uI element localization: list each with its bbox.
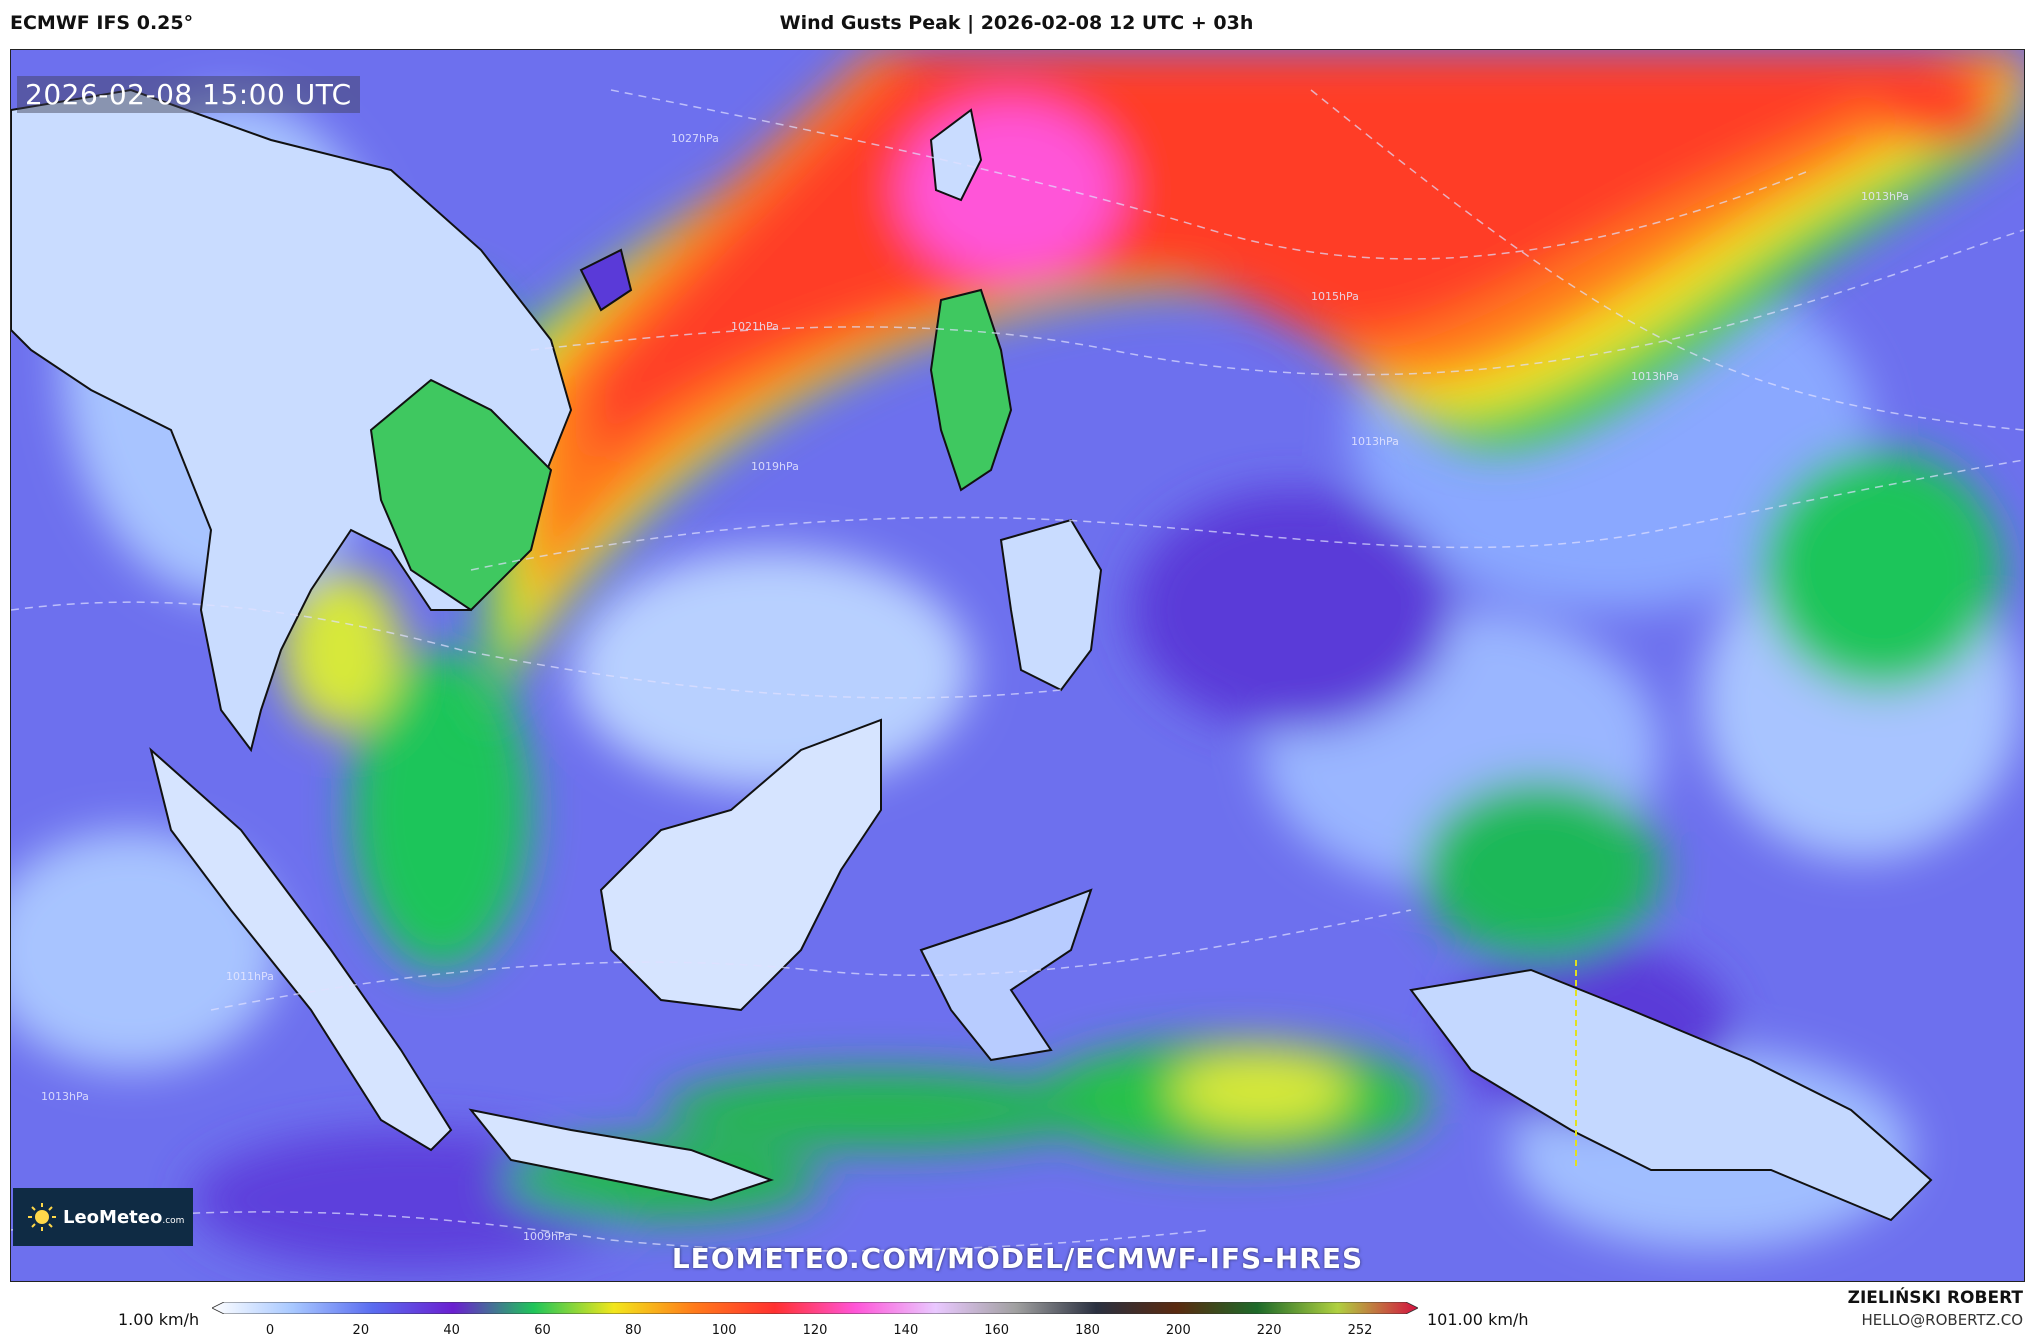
- logo-text: LeoMeteo.com: [63, 1206, 185, 1228]
- colorbar-tick: 200: [1165, 1323, 1191, 1338]
- colorbar: [212, 1302, 1418, 1314]
- pressure-label: 1021hPa: [731, 320, 779, 333]
- author-block: ZIELIŃSKI ROBERT HELLO@ROBERTZ.CO: [1848, 1288, 2023, 1329]
- map-canvas: 1027hPa 1021hPa 1019hPa 1015hPa 1013hPa …: [11, 50, 2024, 1281]
- model-name: ECMWF IFS 0.25°: [10, 12, 194, 34]
- author-email[interactable]: HELLO@ROBERTZ.CO: [1861, 1311, 2023, 1329]
- colorbar-min-label: 1.00 km/h: [118, 1310, 200, 1329]
- colorbar-tick: 220: [1256, 1323, 1282, 1338]
- colorbar-tick: 252: [1347, 1323, 1373, 1338]
- colorbar-tick: 100: [711, 1323, 737, 1338]
- pressure-label: 1013hPa: [1631, 370, 1679, 383]
- colorbar-max-label: 101.00 km/h: [1427, 1310, 1529, 1329]
- pressure-label: 1013hPa: [1351, 435, 1399, 448]
- colorbar-tick: 20: [352, 1323, 370, 1338]
- colorbar-tick: 140: [893, 1323, 919, 1338]
- colorbar-tick: 40: [443, 1323, 460, 1338]
- pressure-label: 1013hPa: [1861, 190, 1909, 203]
- colorbar-tick: 60: [534, 1323, 551, 1338]
- colorbar-tick: 0: [265, 1323, 275, 1338]
- pressure-label: 1013hPa: [41, 1090, 89, 1103]
- map-title: Wind Gusts Peak | 2026-02-08 12 UTC + 03…: [779, 12, 1254, 34]
- colorbar-tick: 160: [984, 1323, 1010, 1338]
- source-watermark: LEOMETEO.COM/MODEL/ECMWF-IFS-HRES: [671, 1242, 1364, 1275]
- colorbar-tick: 120: [802, 1323, 828, 1338]
- pressure-labels: 1027hPa 1021hPa 1019hPa 1015hPa 1013hPa …: [41, 132, 1909, 1243]
- leometeo-logo[interactable]: LeoMeteo.com: [13, 1188, 193, 1246]
- pressure-label: 1027hPa: [671, 132, 719, 145]
- pressure-label: 1019hPa: [751, 460, 799, 473]
- sun-icon: [27, 1202, 57, 1232]
- valid-time-label: 2026-02-08 15:00 UTC: [17, 76, 360, 113]
- colorbar-tick: 80: [625, 1323, 642, 1338]
- pressure-label: 1015hPa: [1311, 290, 1359, 303]
- colorbar-ticks: 0 20 40 60 80 100 120 140 160 180 200 220 252: [212, 1323, 1418, 1339]
- pressure-label: 1009hPa: [523, 1230, 571, 1243]
- wind-gust-map[interactable]: 1027hPa 1021hPa 1019hPa 1015hPa 1013hPa …: [10, 49, 2025, 1282]
- landmasses: [11, 88, 1933, 1222]
- isobars: [11, 89, 2024, 1252]
- colorbar-tick: 180: [1075, 1323, 1100, 1338]
- pressure-label: 1011hPa: [226, 970, 274, 983]
- author-name: ZIELIŃSKI ROBERT: [1847, 1288, 2023, 1308]
